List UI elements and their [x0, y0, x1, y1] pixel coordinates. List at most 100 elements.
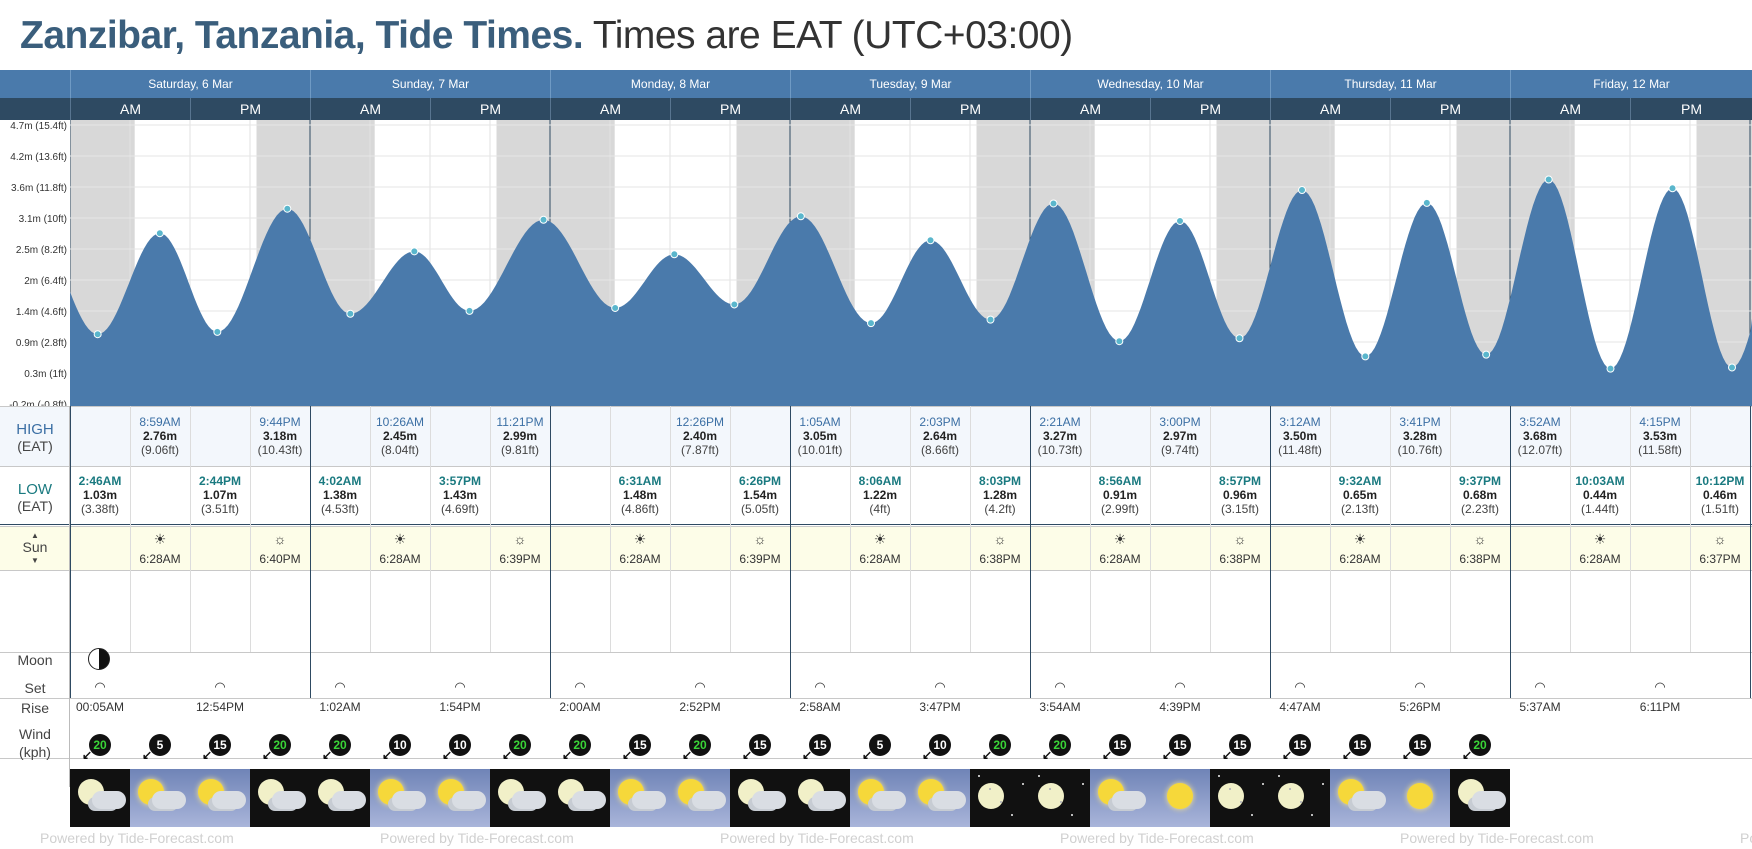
moon-time: 6:11PM [1630, 700, 1690, 714]
moon-rise-cell: ◠3:47PM [910, 680, 970, 714]
tide-time: 8:06AM [850, 474, 910, 488]
star-icon [1240, 801, 1242, 803]
moon-set-cell: ◠00:05AM [70, 680, 130, 714]
moonset-icon: ◠ [1030, 680, 1090, 696]
sunrise-icon: ☀ [1090, 532, 1150, 548]
tide-height-m: 1.07m [190, 488, 250, 502]
high-tide-point [1177, 217, 1184, 224]
powered-by-text: Powered by Tide-Forecast.com [720, 830, 914, 846]
night-clear-icon [1270, 769, 1330, 827]
wind-arrow-icon: ↙ [982, 748, 992, 762]
wind-arrow-icon: ↙ [802, 748, 812, 762]
tide-time: 2:03PM [910, 415, 970, 429]
cloud-icon [632, 791, 666, 809]
wind-arrow-icon: ↙ [1462, 748, 1472, 762]
powered-by-text: Powered by Tide-Forecast.com [1060, 830, 1254, 846]
sun-time: 6:38PM [970, 552, 1030, 566]
moon-time: 3:54AM [1030, 700, 1090, 714]
tide-height-m: 0.91m [1090, 488, 1150, 502]
moonrise-icon: ◠ [190, 680, 250, 696]
wind-arrow-icon: ↙ [742, 748, 752, 762]
day-partly-cloudy-icon [910, 769, 970, 827]
moon-set-cell: ◠4:47AM [1270, 680, 1330, 714]
low-tide-point [987, 316, 994, 323]
wind-speed-badge: 15 [1229, 734, 1251, 756]
cloud-icon [752, 791, 786, 809]
column-divider [1450, 406, 1451, 652]
day-header: Tuesday, 9 Mar [790, 70, 1030, 98]
star-icon [1082, 783, 1084, 785]
high-tide-point [1545, 176, 1552, 183]
sun-time: 6:28AM [1570, 552, 1630, 566]
column-divider [430, 406, 431, 652]
moonset-icon: ◠ [550, 680, 610, 696]
cloud-icon [692, 791, 726, 809]
moonset-icon: ◠ [70, 680, 130, 696]
sun-time: 6:40PM [250, 552, 310, 566]
low-tide-point [466, 307, 473, 314]
moonrise-icon: ◠ [1150, 680, 1210, 696]
sun-time: 6:28AM [1090, 552, 1150, 566]
sun-time: 6:28AM [130, 552, 190, 566]
tide-height-ft: (9.74ft) [1150, 443, 1210, 457]
moon-set-cell: ◠2:00AM [550, 680, 610, 714]
row-divider [0, 406, 1752, 407]
star-icon [1000, 801, 1002, 803]
low-tide-point [94, 331, 101, 338]
tide-height-m: 3.68m [1510, 429, 1570, 443]
high-tide-point [797, 213, 804, 220]
pm-header: PM [1390, 98, 1510, 120]
sun-rise-cell: ☀6:28AM [370, 532, 430, 566]
sun-time: 6:38PM [1450, 552, 1510, 566]
wind-arrow-icon: ↙ [1402, 748, 1412, 762]
yaxis-tick-label: 2.5m (8.2ft) [16, 245, 67, 256]
sun-set-cell: ☼6:40PM [250, 532, 310, 566]
low-tide-point [347, 310, 354, 317]
moon-time: 12:54PM [190, 700, 250, 714]
night-partly-cloudy-icon [790, 769, 850, 827]
wind-arrow-icon: ↙ [622, 748, 632, 762]
tide-height-m: 3.18m [250, 429, 310, 443]
star-icon [1300, 801, 1302, 803]
wind-speed-badge: 15 [809, 734, 831, 756]
high-tide-point [1299, 187, 1306, 194]
wind-arrow-icon: ↙ [1282, 748, 1292, 762]
pm-header: PM [670, 98, 790, 120]
moon-time: 1:54PM [430, 700, 490, 714]
cloud-icon [872, 791, 906, 809]
high-tide-point [927, 237, 934, 244]
last-quarter-moon-icon [88, 648, 110, 670]
tide-height-m: 3.27m [1030, 429, 1090, 443]
sun-set-cell: ☼6:39PM [490, 532, 550, 566]
timezone-note: Times are EAT (UTC+03:00) [593, 14, 1073, 57]
tide-time: 2:44PM [190, 474, 250, 488]
sun-rise-cell: ☀6:28AM [850, 532, 910, 566]
sunset-icon: ☼ [970, 532, 1030, 548]
moonset-icon: ◠ [790, 680, 850, 696]
night-partly-cloudy-icon [310, 769, 370, 827]
moonrise-icon: ◠ [1630, 680, 1690, 696]
sun-set-cell: ☼6:38PM [1210, 532, 1270, 566]
wind-arrow-icon: ↙ [442, 748, 452, 762]
moonrise-icon: ◠ [670, 680, 730, 696]
low-tz-label: (EAT) [0, 498, 70, 515]
sun-rise-cell: ☀6:28AM [610, 532, 670, 566]
night-partly-cloudy-icon [730, 769, 790, 827]
tide-height-m: 0.96m [1210, 488, 1270, 502]
yaxis-tick-label: 3.1m (10ft) [19, 214, 67, 225]
am-header: AM [1510, 98, 1630, 120]
row-divider [0, 652, 1752, 653]
moon-time: 2:58AM [790, 700, 850, 714]
wind-speed-badge: 5 [149, 734, 171, 756]
star-icon [1262, 783, 1264, 785]
low-tide-point [214, 328, 221, 335]
star-icon [1229, 788, 1231, 790]
column-divider [70, 406, 71, 698]
yaxis-tick-label: 4.7m (15.4ft) [10, 121, 67, 132]
tide-height-m: 1.22m [850, 488, 910, 502]
